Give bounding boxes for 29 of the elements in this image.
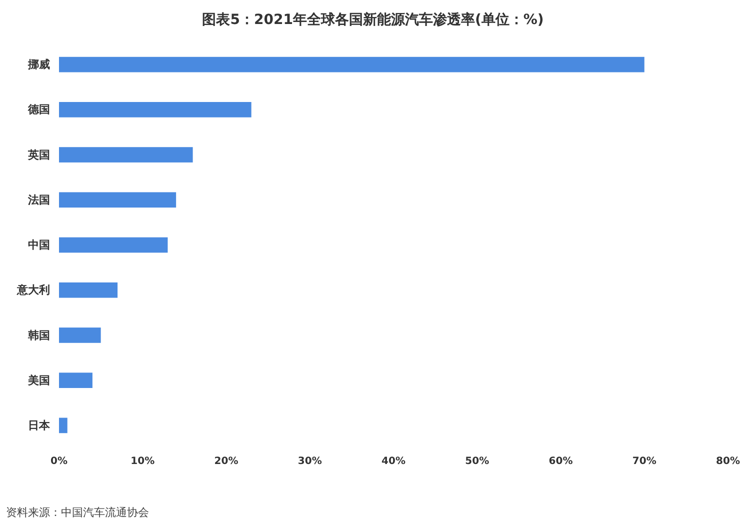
bar	[59, 418, 68, 434]
bar	[59, 192, 176, 208]
x-tick-label: 30%	[298, 456, 322, 468]
x-tick-label: 10%	[130, 456, 155, 468]
bar	[59, 237, 168, 253]
x-tick-label: 80%	[716, 456, 740, 468]
y-tick-label: 德国	[27, 103, 50, 116]
bar	[59, 372, 92, 388]
bar	[59, 102, 252, 118]
bar	[59, 56, 644, 72]
y-tick-label: 中国	[28, 238, 50, 252]
y-tick-label: 挪威	[27, 58, 50, 72]
x-tick-label: 40%	[382, 456, 406, 468]
x-tick-label: 0%	[50, 456, 68, 468]
y-tick-label: 法国	[27, 193, 50, 206]
x-tick-label: 70%	[632, 456, 656, 468]
y-tick-label: 英国	[27, 148, 50, 162]
text: 资料来源：中国汽车流通协会	[6, 506, 149, 519]
x-tick-label: 50%	[465, 456, 490, 468]
x-tick-label: 20%	[214, 456, 238, 468]
x-tick-label: 60%	[548, 456, 573, 468]
y-tick-label: 日本	[28, 418, 51, 432]
bar	[59, 328, 101, 343]
y-tick-label: 美国	[27, 374, 50, 387]
bar	[59, 282, 118, 298]
y-tick-label: 韩国	[27, 328, 50, 342]
chart-title: 图表5：2021年全球各国新能源汽车渗透率(单位：%)	[202, 11, 544, 28]
y-tick-label: 意大利	[16, 284, 50, 297]
bar	[59, 147, 193, 162]
